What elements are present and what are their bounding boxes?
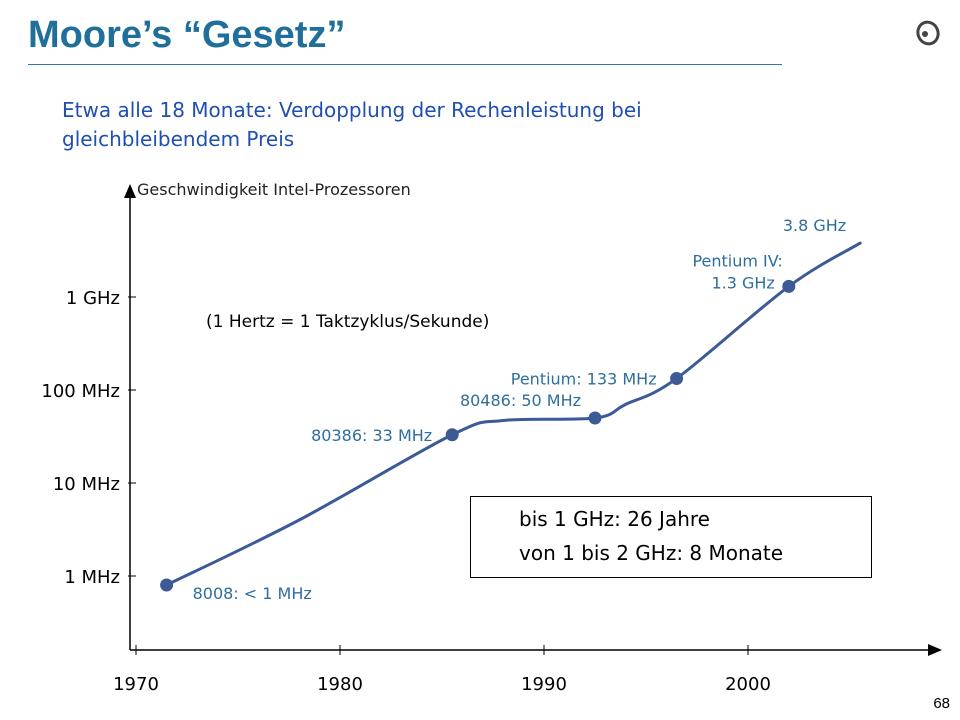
chart-ticks: 1970 1980 1990 2000 1 MHz 10 MHz 100 MHz 1 GHz xyxy=(41,288,771,695)
info-box: bis 1 GHz: 26 Jahre von 1 bis 2 GHz: 8 M… xyxy=(470,496,872,578)
y-tick-label: 1 GHz xyxy=(66,288,120,309)
slide-title: Moore’s “Gesetz” xyxy=(28,14,346,56)
data-point-label: 1.3 GHz xyxy=(711,273,774,292)
y-axis-arrow xyxy=(124,184,136,198)
x-tick-label: 1990 xyxy=(521,674,567,695)
data-point-label: Pentium IV: xyxy=(692,251,782,270)
data-point-marker xyxy=(160,578,174,592)
data-point-marker xyxy=(588,411,602,425)
x-tick-label: 1980 xyxy=(317,674,363,695)
data-point-label: 80486: 50 MHz xyxy=(460,391,581,410)
page-number: 68 xyxy=(933,695,950,712)
data-point-label: 3.8 GHz xyxy=(783,216,846,235)
info-line-2: von 1 bis 2 GHz: 8 Monate xyxy=(519,541,784,565)
chart-axes xyxy=(124,184,942,656)
logo-icon xyxy=(916,20,940,46)
data-point-marker xyxy=(445,428,459,442)
y-tick-label: 1 MHz xyxy=(64,567,120,588)
chart-note: (1 Hertz = 1 Taktzyklus/Sekunde) xyxy=(206,312,489,332)
title-underline xyxy=(28,64,782,65)
x-axis-arrow xyxy=(928,644,942,656)
slide-subtitle: Etwa alle 18 Monate: Verdopplung der Rec… xyxy=(62,98,642,151)
chart-title: Geschwindigkeit Intel-Prozessoren xyxy=(137,180,411,199)
processor-points: 8008: < 1 MHz 80386: 33 MHz 80486: 50 MHz P… xyxy=(160,216,846,603)
data-point-marker xyxy=(782,279,796,293)
info-line-1: bis 1 GHz: 26 Jahre xyxy=(519,507,710,531)
y-tick-label: 100 MHz xyxy=(41,381,120,402)
y-tick-label: 10 MHz xyxy=(53,474,120,495)
data-point-label: 80386: 33 MHz xyxy=(311,426,432,445)
x-tick-label: 2000 xyxy=(725,674,771,695)
data-point-marker xyxy=(670,371,684,385)
data-point-label: Pentium: 133 MHz xyxy=(511,369,657,388)
speed-curve xyxy=(165,241,862,587)
data-point-label: 8008: < 1 MHz xyxy=(193,584,312,603)
x-tick-label: 1970 xyxy=(113,674,159,695)
